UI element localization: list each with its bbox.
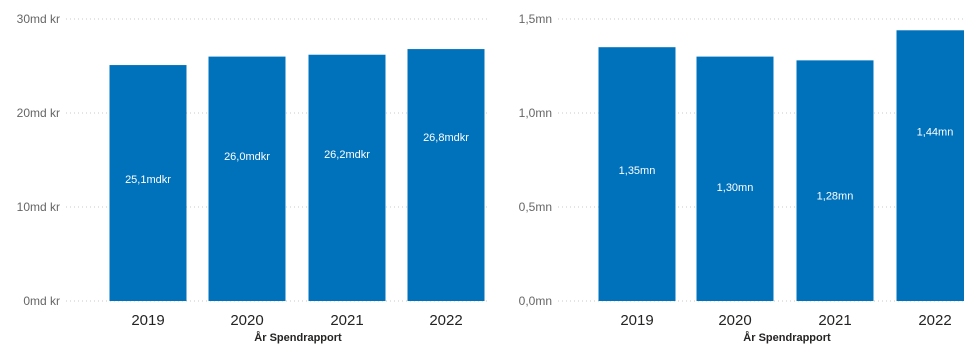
x-tick-label: 2021	[330, 312, 363, 329]
x-tick-label: 2021	[818, 312, 851, 329]
spend-amount-chart: 0md kr 10md kr 20md kr 30md kr 25,1mdkr 2019 2…	[17, 12, 490, 344]
bar-2020[interactable]	[208, 56, 286, 301]
bar-2019[interactable]	[109, 65, 187, 301]
x-tick-label: 2022	[429, 312, 462, 329]
y-tick-label: 30md kr	[17, 12, 60, 26]
x-tick-label: 2020	[718, 312, 751, 329]
y-tick-label: 20md kr	[17, 106, 60, 120]
bar-2022[interactable]	[896, 30, 964, 302]
y-tick-label: 0,5mn	[519, 200, 552, 214]
data-label: 1,35mn	[619, 165, 656, 177]
y-tick-label: 0,0mn	[519, 294, 552, 308]
bar-2019[interactable]	[598, 47, 676, 302]
y-tick-label: 1,5mn	[519, 12, 552, 26]
bar-2021[interactable]	[308, 54, 386, 301]
data-label: 26,2mdkr	[324, 149, 370, 161]
bar-2022[interactable]	[407, 49, 485, 301]
y-tick-label: 10md kr	[17, 200, 60, 214]
spend-count-chart: 0,0mn 0,5mn 1,0mn 1,5mn 1,35mn 2019 1,30mn 2020…	[519, 12, 964, 344]
data-label: 26,8mdkr	[423, 132, 469, 144]
data-label: 26,0mdkr	[224, 151, 270, 163]
x-tick-label: 2022	[918, 312, 951, 329]
y-tick-label: 1,0mn	[519, 106, 552, 120]
x-axis-title: År Spendrapport	[254, 331, 342, 344]
x-tick-label: 2020	[230, 312, 263, 329]
data-label: 25,1mdkr	[125, 174, 171, 186]
x-tick-label: 2019	[620, 312, 653, 329]
x-axis-title: År Spendrapport	[743, 331, 831, 344]
bar-2020[interactable]	[696, 56, 774, 301]
y-tick-label: 0md kr	[23, 294, 60, 308]
x-tick-label: 2019	[131, 312, 164, 329]
data-label: 1,44mn	[917, 127, 954, 139]
data-label: 1,28mn	[817, 191, 854, 203]
data-label: 1,30mn	[717, 182, 754, 194]
bar-2021[interactable]	[796, 60, 874, 301]
